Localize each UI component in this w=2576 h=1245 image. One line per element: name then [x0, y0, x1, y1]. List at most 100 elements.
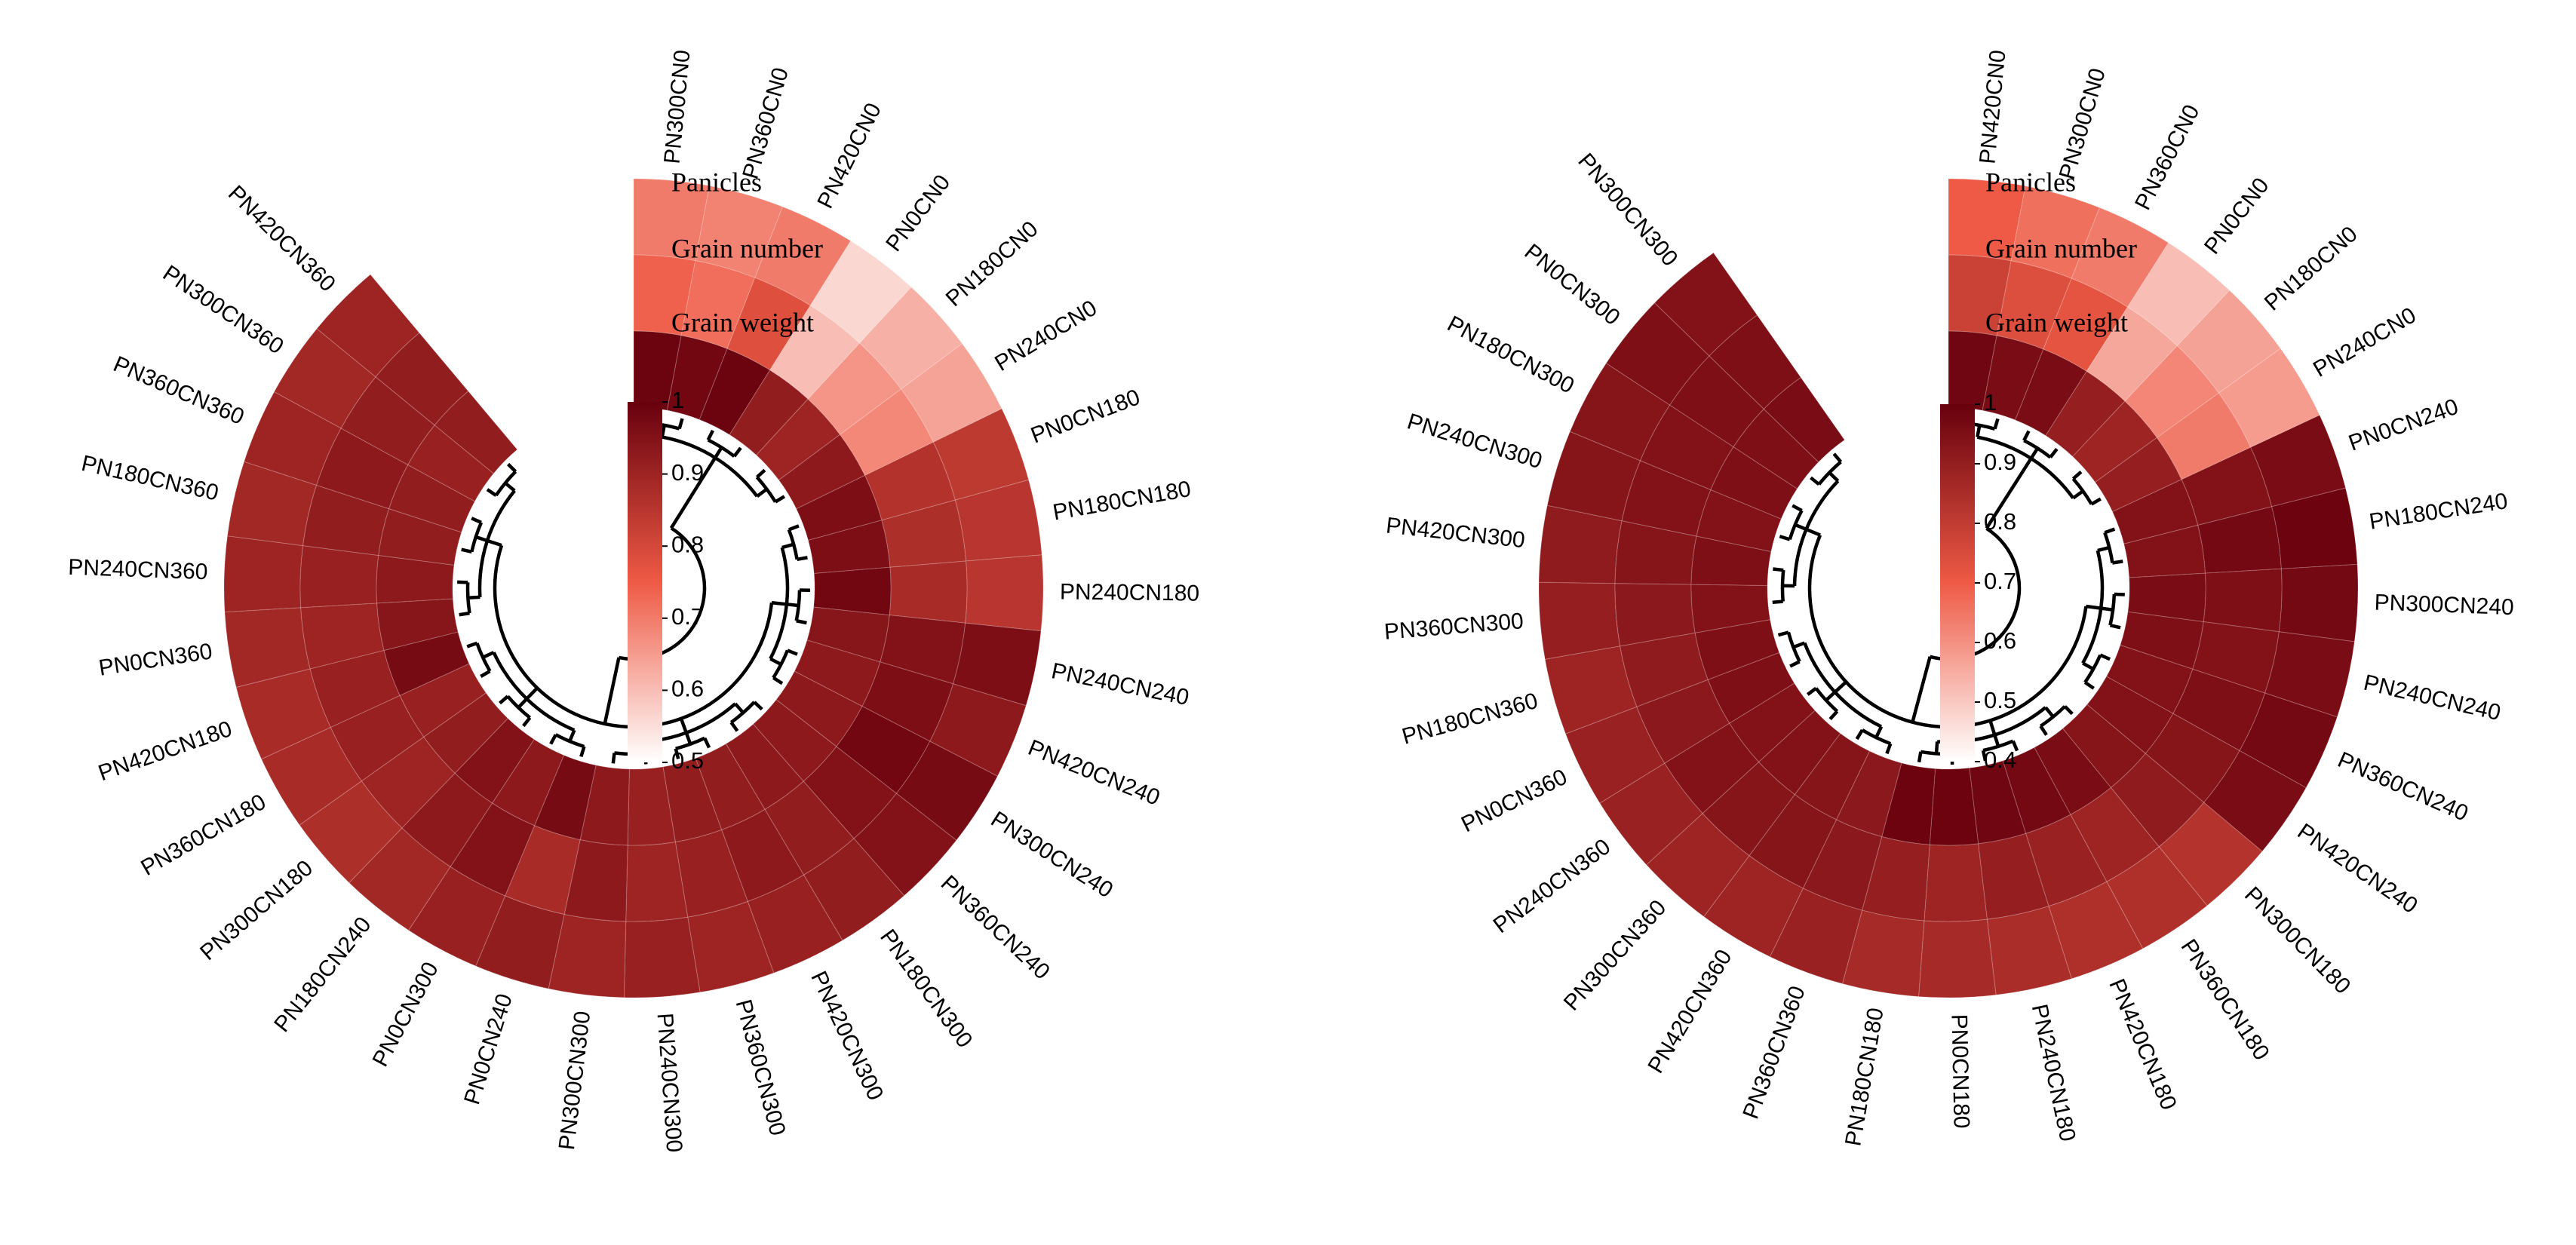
- sample-label: PN420CN300: [806, 967, 888, 1104]
- heatmap-cells: [1538, 178, 2359, 998]
- heatmap-cell: [623, 916, 701, 998]
- colorbar-tick-label: 0.7: [671, 603, 704, 630]
- track-label: Panicles: [671, 167, 762, 197]
- sample-label: PN420CN300: [1385, 513, 1527, 553]
- sample-label: PN300CN240: [2374, 590, 2514, 620]
- sample-label: PN360CN360: [109, 351, 247, 430]
- sample-label: PN0CN240: [2345, 394, 2461, 456]
- sample-label: PN180CN180: [1841, 1006, 1888, 1148]
- heatmap-cell: [1694, 619, 1780, 680]
- heatmap-cell: [2094, 437, 2182, 513]
- sample-label: PN360CN360: [1738, 983, 1810, 1122]
- sample-label: PN360CN0: [738, 65, 794, 182]
- sample-label: PN240CN360: [68, 555, 208, 584]
- sample-label: PN420CN360: [1643, 946, 1736, 1078]
- sample-label: PN180CN240: [269, 912, 376, 1037]
- heatmap-cell: [1918, 918, 1997, 998]
- sample-label: PN240CN360: [1489, 834, 1616, 938]
- heatmap-cell: [423, 692, 508, 774]
- sample-label: PN300CN360: [158, 261, 288, 360]
- sample-label: PN360CN180: [137, 790, 270, 881]
- heatmap-cell: [1690, 535, 1772, 587]
- sample-label: PN0CN300: [1520, 239, 1625, 330]
- sample-label: PN360CN0: [2130, 101, 2204, 214]
- heatmap-cell: [698, 348, 771, 436]
- sample-label: PN180CN360: [79, 451, 221, 506]
- colorbar-tick-label: 0.9: [671, 459, 704, 486]
- sample-label: PN180CN0: [941, 216, 1043, 311]
- heatmap-cell: [2014, 348, 2087, 437]
- heatmap-cell: [662, 757, 723, 843]
- right-heatmap-panel: PN420CN0 PN300CN0 PN360CN0PN0CN0PN180CN0PN…: [1383, 49, 2514, 1148]
- sample-label: PN0CN0: [881, 170, 955, 256]
- heatmap-cell: [2123, 524, 2206, 578]
- heatmap-cell: [1835, 750, 1902, 837]
- sample-label: PN0CN360: [1457, 765, 1571, 838]
- sample-label: PN180CN240: [2368, 489, 2510, 535]
- sample-label: PN300CN300: [1573, 149, 1682, 271]
- colorbar-tick-label: 0.5: [671, 747, 704, 774]
- heatmap-cell: [299, 545, 379, 609]
- heatmap-cell: [407, 425, 495, 502]
- colorbar-tick-label: 0.9: [1984, 449, 2016, 475]
- colorbar-tick-label: 0.5: [1984, 687, 2016, 713]
- sample-label: PN420CN180: [2104, 975, 2181, 1113]
- sample-label: PN0CN300: [368, 958, 444, 1070]
- sample-label: PN420CN180: [95, 716, 235, 786]
- heatmap-cell: [778, 434, 866, 510]
- heatmap-cell: [388, 464, 476, 533]
- track-label: Grain weight: [1985, 307, 2128, 337]
- sample-label: PN420CN240: [1024, 735, 1163, 811]
- heatmap-cell: [434, 391, 518, 474]
- heatmap-cell: [2278, 563, 2359, 642]
- sample-label: PN180CN300: [1443, 311, 1578, 399]
- sample-label: PN240CN180: [1060, 579, 1199, 606]
- heatmap-cell: [1969, 760, 2027, 845]
- heatmap-cell: [579, 765, 630, 846]
- sample-label: PN0CN180: [1946, 1013, 1973, 1128]
- sample-label: PN240CN240: [1049, 658, 1191, 710]
- heatmap-cell: [889, 560, 968, 624]
- sample-label: PN300CN180: [2240, 882, 2355, 999]
- heatmap-cell: [666, 335, 728, 421]
- sample-label: PN300CN300: [554, 1010, 595, 1151]
- sample-label: PN300CN240: [987, 807, 1118, 903]
- sample-label: PN180CN360: [1399, 688, 1540, 750]
- sample-label: PN360CN300: [1383, 609, 1524, 645]
- heatmap-cell: [1758, 710, 1841, 796]
- sample-label: PN360CN240: [2334, 747, 2472, 826]
- heatmap-cell: [2127, 572, 2206, 623]
- colorbar-tick-label: 0.6: [671, 676, 704, 702]
- colorbar-tick-label: 0.8: [671, 531, 704, 557]
- sample-label: PN240CN300: [652, 1012, 687, 1153]
- sample-label: PN300CN0: [660, 49, 695, 165]
- heatmap-cell: [1710, 446, 1798, 520]
- sample-label: PN0CN360: [97, 639, 214, 680]
- sample-label: PN420CN0: [812, 99, 886, 212]
- colorbar-tick-label: 0.7: [1984, 568, 2016, 594]
- sample-label: PN180CN0: [2260, 222, 2363, 316]
- heatmap-cell: [755, 398, 841, 481]
- heatmap-cell: [2203, 568, 2283, 633]
- sample-label: PN300CN360: [1559, 895, 1672, 1016]
- heatmap-cell: [1924, 843, 1988, 922]
- heatmap-cell: [223, 535, 304, 613]
- track-label: Panicles: [1985, 167, 2076, 197]
- colorbar: [1940, 404, 1975, 762]
- colorbar: [628, 402, 662, 762]
- sample-label: PN420CN0: [1975, 49, 2010, 165]
- heatmap-cell: [1538, 581, 1621, 660]
- sample-label: PN240CN300: [1405, 409, 1546, 474]
- colorbar-tick-label: 0.8: [1984, 508, 2016, 535]
- sample-label: PN360CN300: [731, 997, 791, 1138]
- sample-label: PN0CN180: [1027, 385, 1144, 448]
- sample-label: PN300CN180: [195, 855, 318, 965]
- sample-label: PN0CN240: [459, 991, 517, 1108]
- colorbar-tick-label: 1: [1984, 389, 1997, 416]
- heatmap-cell: [2062, 704, 2146, 789]
- heatmap-cell: [807, 520, 891, 575]
- track-label: Grain number: [671, 233, 823, 263]
- sample-label: PN420CN360: [223, 181, 340, 297]
- colorbar-tick-label: 0.6: [1984, 627, 2016, 654]
